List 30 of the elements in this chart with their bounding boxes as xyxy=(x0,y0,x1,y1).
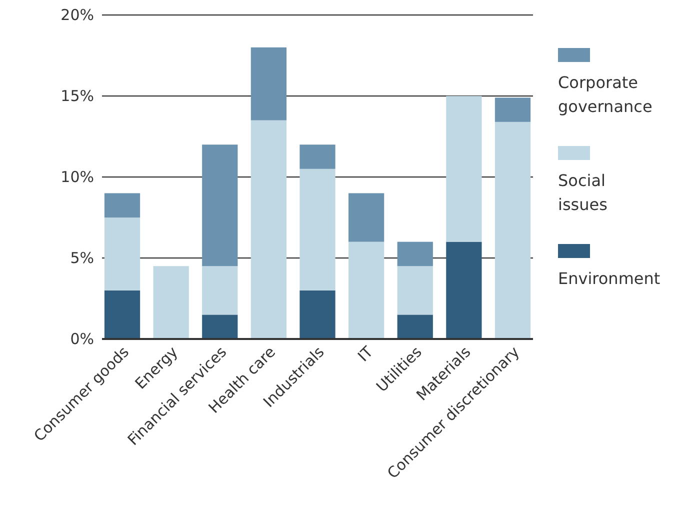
bar xyxy=(300,168,336,290)
y-tick-label: 0% xyxy=(70,330,94,348)
bar xyxy=(300,144,336,169)
y-tick-label: 20% xyxy=(60,6,94,24)
bar xyxy=(250,47,287,120)
bar xyxy=(446,242,482,339)
bar xyxy=(202,314,238,339)
bar xyxy=(446,96,482,242)
bar xyxy=(104,218,140,290)
bar xyxy=(300,290,336,339)
y-tick-label: 15% xyxy=(60,86,94,105)
bar xyxy=(348,242,384,339)
bar xyxy=(397,266,433,315)
bar xyxy=(250,120,287,339)
bar xyxy=(104,290,140,339)
x-tick-label: IT xyxy=(354,342,378,366)
bar xyxy=(202,266,238,315)
y-tick-label: 10% xyxy=(60,168,94,186)
bar xyxy=(104,193,140,218)
bar xyxy=(494,98,531,122)
bar xyxy=(202,144,238,266)
bar xyxy=(494,122,531,339)
bar xyxy=(397,242,433,266)
bar xyxy=(397,314,433,339)
legend-label: Environment xyxy=(558,269,660,288)
bar xyxy=(153,266,189,339)
y-tick-label: 5% xyxy=(70,248,94,267)
legend-label: Corporate governance xyxy=(558,73,652,116)
bar xyxy=(348,193,384,242)
legend-label: Social issues xyxy=(558,171,608,214)
